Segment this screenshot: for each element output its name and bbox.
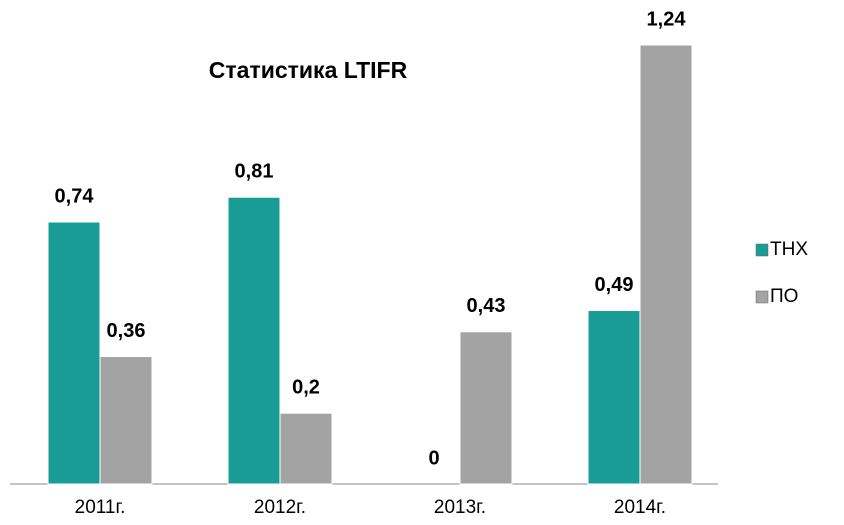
data-label: 0,2 (292, 376, 320, 398)
legend-swatch (755, 290, 769, 304)
x-tick-label: 2011г. (75, 497, 126, 518)
bar (587, 310, 641, 485)
x-tick-label: 2012г. (254, 497, 306, 518)
legend-label: ПО (770, 286, 798, 307)
data-label: 0,49 (595, 274, 634, 296)
chart-title: Статистика LTIFR (209, 57, 408, 83)
bar (99, 356, 153, 485)
bar (279, 412, 333, 485)
data-label: 0,43 (467, 295, 506, 317)
data-label: 0 (428, 447, 439, 469)
data-label: 0,74 (55, 185, 95, 207)
data-label: 0,81 (235, 161, 274, 183)
bar (639, 44, 693, 485)
bar (227, 196, 281, 485)
bar (47, 221, 101, 485)
x-tick-label: 2014г. (614, 497, 666, 518)
legend-swatch (755, 243, 769, 257)
x-tick-label: 2013г. (434, 497, 486, 518)
bar (459, 331, 513, 485)
data-label: 1,24 (647, 8, 687, 30)
data-label: 0,36 (107, 320, 146, 342)
legend-label: ТНХ (770, 239, 808, 260)
